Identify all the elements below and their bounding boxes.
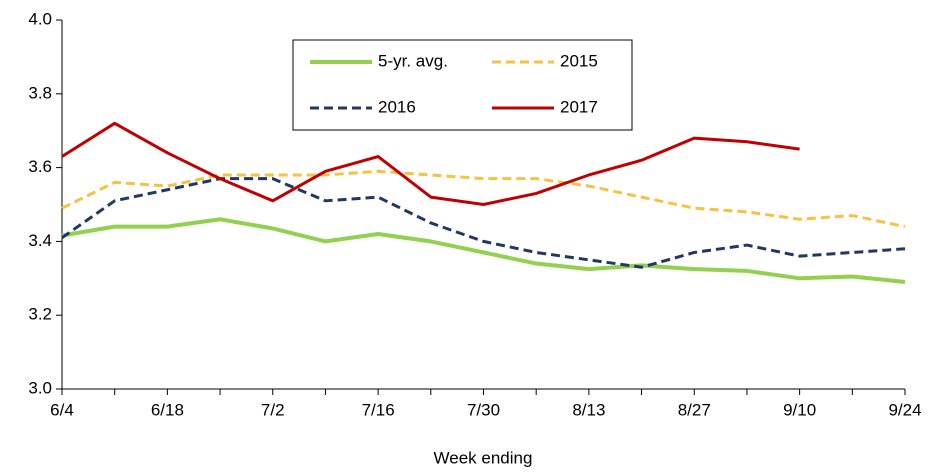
- x-tick-label: 7/16: [362, 400, 395, 419]
- legend-label: 2017: [560, 97, 598, 116]
- x-tick-label: 8/27: [678, 400, 711, 419]
- x-tick-label: 7/30: [467, 400, 500, 419]
- x-tick-label: 6/4: [50, 400, 74, 419]
- series-line: [61, 169, 906, 229]
- x-axis-label: Week ending: [434, 448, 533, 467]
- series-line: [61, 217, 906, 284]
- y-tick-label: 4.0: [28, 9, 52, 28]
- x-tick-label: 7/2: [261, 400, 285, 419]
- y-tick-label: 3.2: [28, 305, 52, 324]
- legend-label: 2015: [560, 51, 598, 70]
- y-tick-label: 3.6: [28, 157, 52, 176]
- y-tick-label: 3.8: [28, 83, 52, 102]
- x-tick-label: 6/18: [151, 400, 184, 419]
- legend-label: 5-yr. avg.: [378, 51, 448, 70]
- x-tick-label: 9/10: [783, 400, 816, 419]
- y-tick-label: 3.4: [28, 231, 52, 250]
- x-tick-label: 9/24: [888, 400, 921, 419]
- x-tick-label: 8/13: [572, 400, 605, 419]
- legend-label: 2016: [378, 97, 416, 116]
- series-line: [61, 121, 800, 206]
- y-tick-label: 3.0: [28, 378, 52, 397]
- legend-box: [292, 39, 633, 131]
- series-line: [61, 177, 906, 269]
